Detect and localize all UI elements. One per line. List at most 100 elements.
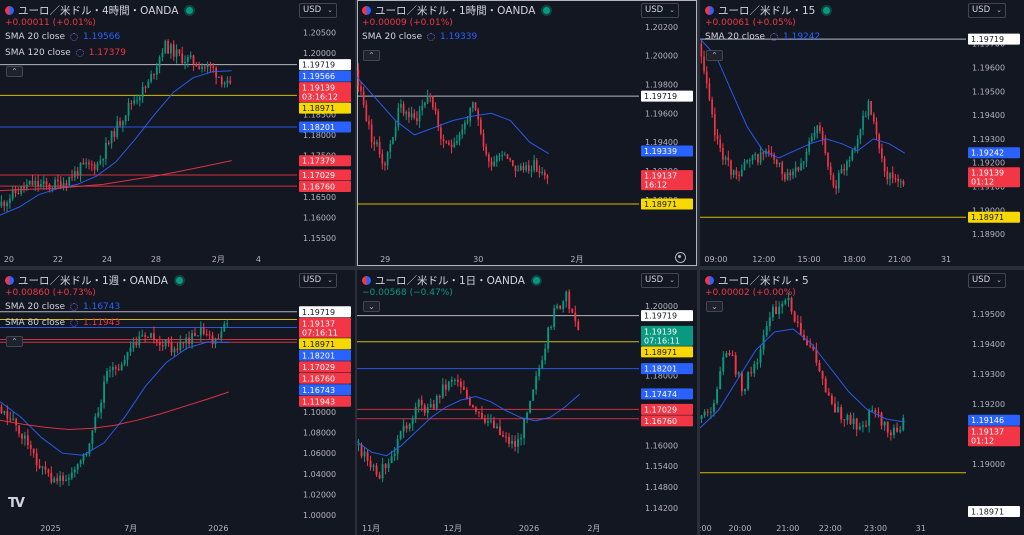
chart-canvas[interactable]: 1.202001.200001.198001.196001.194001.192… (357, 0, 697, 266)
indicator-legend[interactable]: SMA 80 close 1.11943 (5, 318, 120, 328)
candle-body (472, 102, 474, 109)
candle-body (453, 143, 456, 147)
chart-header[interactable]: ユーロ／米ドル・4時間・OANDA (4, 3, 194, 18)
candle-body (883, 158, 886, 172)
candle-body (547, 327, 550, 349)
chart-canvas[interactable]: 1.195001.194001.193001.192001.190801.190… (700, 270, 1024, 535)
collapse-legend-button[interactable]: ⌃ (6, 66, 23, 77)
time-axis-label: 09:00 (704, 255, 727, 264)
chart-header[interactable]: ユーロ／米ドル・5 (704, 273, 809, 288)
indicator-settings-icon[interactable] (70, 319, 78, 327)
candle-body (541, 172, 543, 174)
candle-body (519, 165, 522, 171)
candle-body (209, 64, 212, 67)
candle-body (514, 440, 516, 447)
chart-panel-p4[interactable]: 1.10000 1.08000 1.06000 1.04000 1.02000 1.000… (0, 270, 355, 535)
candle-body (574, 312, 577, 322)
sma-line[interactable] (357, 76, 550, 155)
candle-body (202, 327, 205, 335)
sma-line[interactable] (0, 160, 232, 192)
sma-line[interactable] (0, 70, 232, 216)
collapse-legend-button[interactable]: ⌃ (706, 50, 723, 61)
chart-canvas[interactable]: 1.197001.196001.195001.194001.193001.192… (700, 0, 1024, 266)
price-tag-value: 1.19719 (302, 61, 335, 70)
chart-panel-p2[interactable]: 1.202001.200001.198001.196001.194001.192… (357, 0, 697, 266)
indicator-value: 1.16743 (83, 302, 121, 312)
candle-body (70, 472, 73, 479)
time-axis-label: 21:00 (888, 255, 911, 264)
indicator-legend[interactable]: SMA 20 close 1.19242 (705, 32, 820, 42)
chart-header[interactable]: ユーロ／米ドル・15 (704, 3, 831, 18)
candle-body (155, 66, 158, 75)
sma-line[interactable] (700, 328, 905, 429)
chart-header[interactable]: ユーロ／米ドル・1日・OANDA (361, 273, 540, 288)
currency-value: USD (972, 275, 991, 285)
price-axis-label: 1.19800 (645, 80, 678, 89)
candle-body (830, 395, 833, 404)
sma-line[interactable] (700, 38, 906, 159)
sma-line[interactable] (0, 341, 229, 456)
price-axis-label: 1.20000 (303, 49, 336, 58)
price-axis-label: 1.20500 (303, 29, 336, 38)
currency-select[interactable]: USD ⌄ (299, 3, 337, 18)
sma-line[interactable] (357, 393, 581, 457)
symbol-title[interactable]: ユーロ／米ドル・15 (718, 5, 816, 17)
chart-canvas[interactable]: 1.20000 1.18000 1.16000 1.15400 1.14800 1.142… (357, 270, 697, 535)
indicator-settings-icon[interactable] (427, 33, 435, 41)
price-tag-value: 1.19139 (302, 84, 335, 93)
price-axis-label: 1.20000 (645, 302, 678, 311)
candle-body (889, 172, 891, 179)
candle-body (732, 170, 735, 176)
indicator-label: SMA 80 close (5, 318, 65, 328)
candle-body (864, 115, 867, 117)
symbol-title[interactable]: ユーロ／米ドル・1時間・OANDA (375, 5, 536, 17)
indicator-settings-icon[interactable] (70, 303, 78, 311)
indicator-legend[interactable]: SMA 120 close 1.17379 (5, 48, 126, 58)
candle-body (787, 297, 790, 301)
gear-icon[interactable] (675, 252, 686, 263)
chart-panel-p5[interactable]: 1.20000 1.18000 1.16000 1.15400 1.14800 1.142… (357, 270, 697, 535)
collapse-legend-button[interactable]: ⌄ (363, 301, 380, 312)
chart-header[interactable]: ユーロ／米ドル・1時間・OANDA (361, 3, 551, 18)
candle-body (370, 124, 373, 143)
chart-canvas[interactable]: 1.10000 1.08000 1.06000 1.04000 1.02000 1.000… (0, 270, 355, 535)
indicator-settings-icon[interactable] (770, 33, 778, 41)
indicator-settings-icon[interactable] (75, 49, 84, 57)
candle-body (45, 181, 48, 185)
price-axis-label: 1.20200 (645, 23, 678, 32)
chart-header[interactable]: ユーロ／米ドル・1週・OANDA (4, 273, 183, 288)
symbol-title[interactable]: ユーロ／米ドル・5 (718, 275, 809, 287)
chart-panel-p6[interactable]: 1.195001.194001.193001.192001.190801.190… (700, 270, 1024, 535)
candle-body (393, 453, 396, 457)
chart-canvas[interactable]: 1.205001.200001.195001.190001.185001.180… (0, 0, 355, 266)
sma-line[interactable] (0, 391, 229, 431)
candle-body (740, 169, 743, 177)
candle-body (442, 139, 445, 142)
currency-select[interactable]: USD ⌄ (641, 273, 679, 288)
candle-body (107, 143, 110, 145)
currency-select[interactable]: USD ⌄ (968, 273, 1006, 288)
candle-body (450, 144, 453, 147)
currency-select[interactable]: USD ⌄ (299, 273, 337, 288)
indicator-legend[interactable]: SMA 20 close 1.19339 (362, 32, 477, 42)
collapse-legend-button[interactable]: ⌄ (706, 301, 723, 312)
symbol-title[interactable]: ユーロ／米ドル・1週・OANDA (18, 275, 168, 287)
candle-body (770, 152, 773, 155)
currency-select[interactable]: USD ⌄ (968, 3, 1006, 18)
chart-panel-p3[interactable]: 1.197001.196001.195001.194001.193001.192… (700, 0, 1024, 266)
candle-body (170, 342, 173, 353)
symbol-title[interactable]: ユーロ／米ドル・1日・OANDA (375, 275, 525, 287)
symbol-title[interactable]: ユーロ／米ドル・4時間・OANDA (18, 5, 179, 17)
candle-body (141, 335, 144, 337)
time-axis-label: 12月 (444, 524, 462, 533)
collapse-legend-button[interactable]: ⌃ (6, 336, 23, 347)
indicator-legend[interactable]: SMA 20 close 1.19566 (5, 32, 120, 42)
indicator-legend[interactable]: SMA 20 close 1.16743 (5, 302, 120, 312)
currency-select[interactable]: USD ⌄ (641, 3, 679, 18)
collapse-legend-button[interactable]: ⌃ (363, 50, 380, 61)
candle-body (544, 348, 547, 361)
indicator-settings-icon[interactable] (70, 33, 78, 41)
chart-panel-p1[interactable]: 1.205001.200001.195001.190001.185001.180… (0, 0, 355, 266)
